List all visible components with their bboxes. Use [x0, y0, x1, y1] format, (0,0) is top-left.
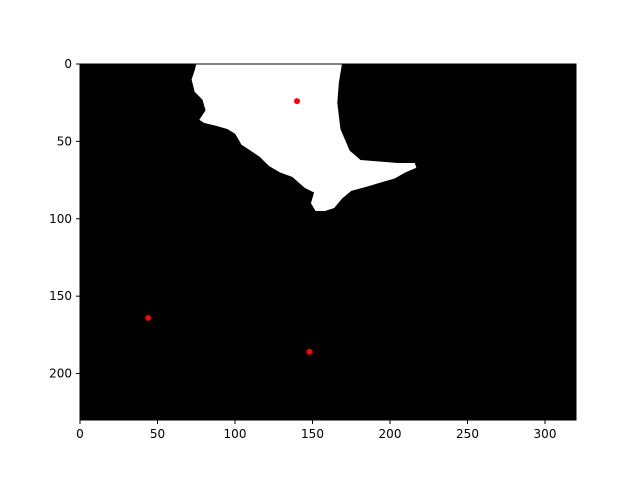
- x-tick-label-2: 100: [224, 427, 247, 441]
- x-tick-label-1: 50: [150, 427, 165, 441]
- x-tick-label-5: 250: [456, 427, 479, 441]
- data-point-0-0: [294, 98, 300, 105]
- plot-frame: [79, 63, 577, 421]
- axes-layer: 0 50 100 150 200 250 300 0 50 100 150 200: [49, 57, 577, 441]
- y-tick-label-3: 150: [49, 289, 72, 303]
- x-tick-label-6: 300: [534, 427, 557, 441]
- y-tick-label-1: 50: [57, 134, 72, 148]
- x-tick-label-4: 200: [379, 427, 402, 441]
- y-tick-label-2: 100: [49, 212, 72, 226]
- data-point-0-2: [306, 348, 313, 355]
- plot-layer: [80, 64, 576, 420]
- y-tick-label-4: 200: [49, 367, 72, 381]
- image-mask-region: [191, 64, 417, 212]
- x-tick-label-3: 150: [301, 427, 324, 441]
- y-tick-label-0: 0: [64, 57, 72, 71]
- x-tick-label-0: 0: [76, 427, 84, 441]
- data-point-0-1: [145, 314, 152, 321]
